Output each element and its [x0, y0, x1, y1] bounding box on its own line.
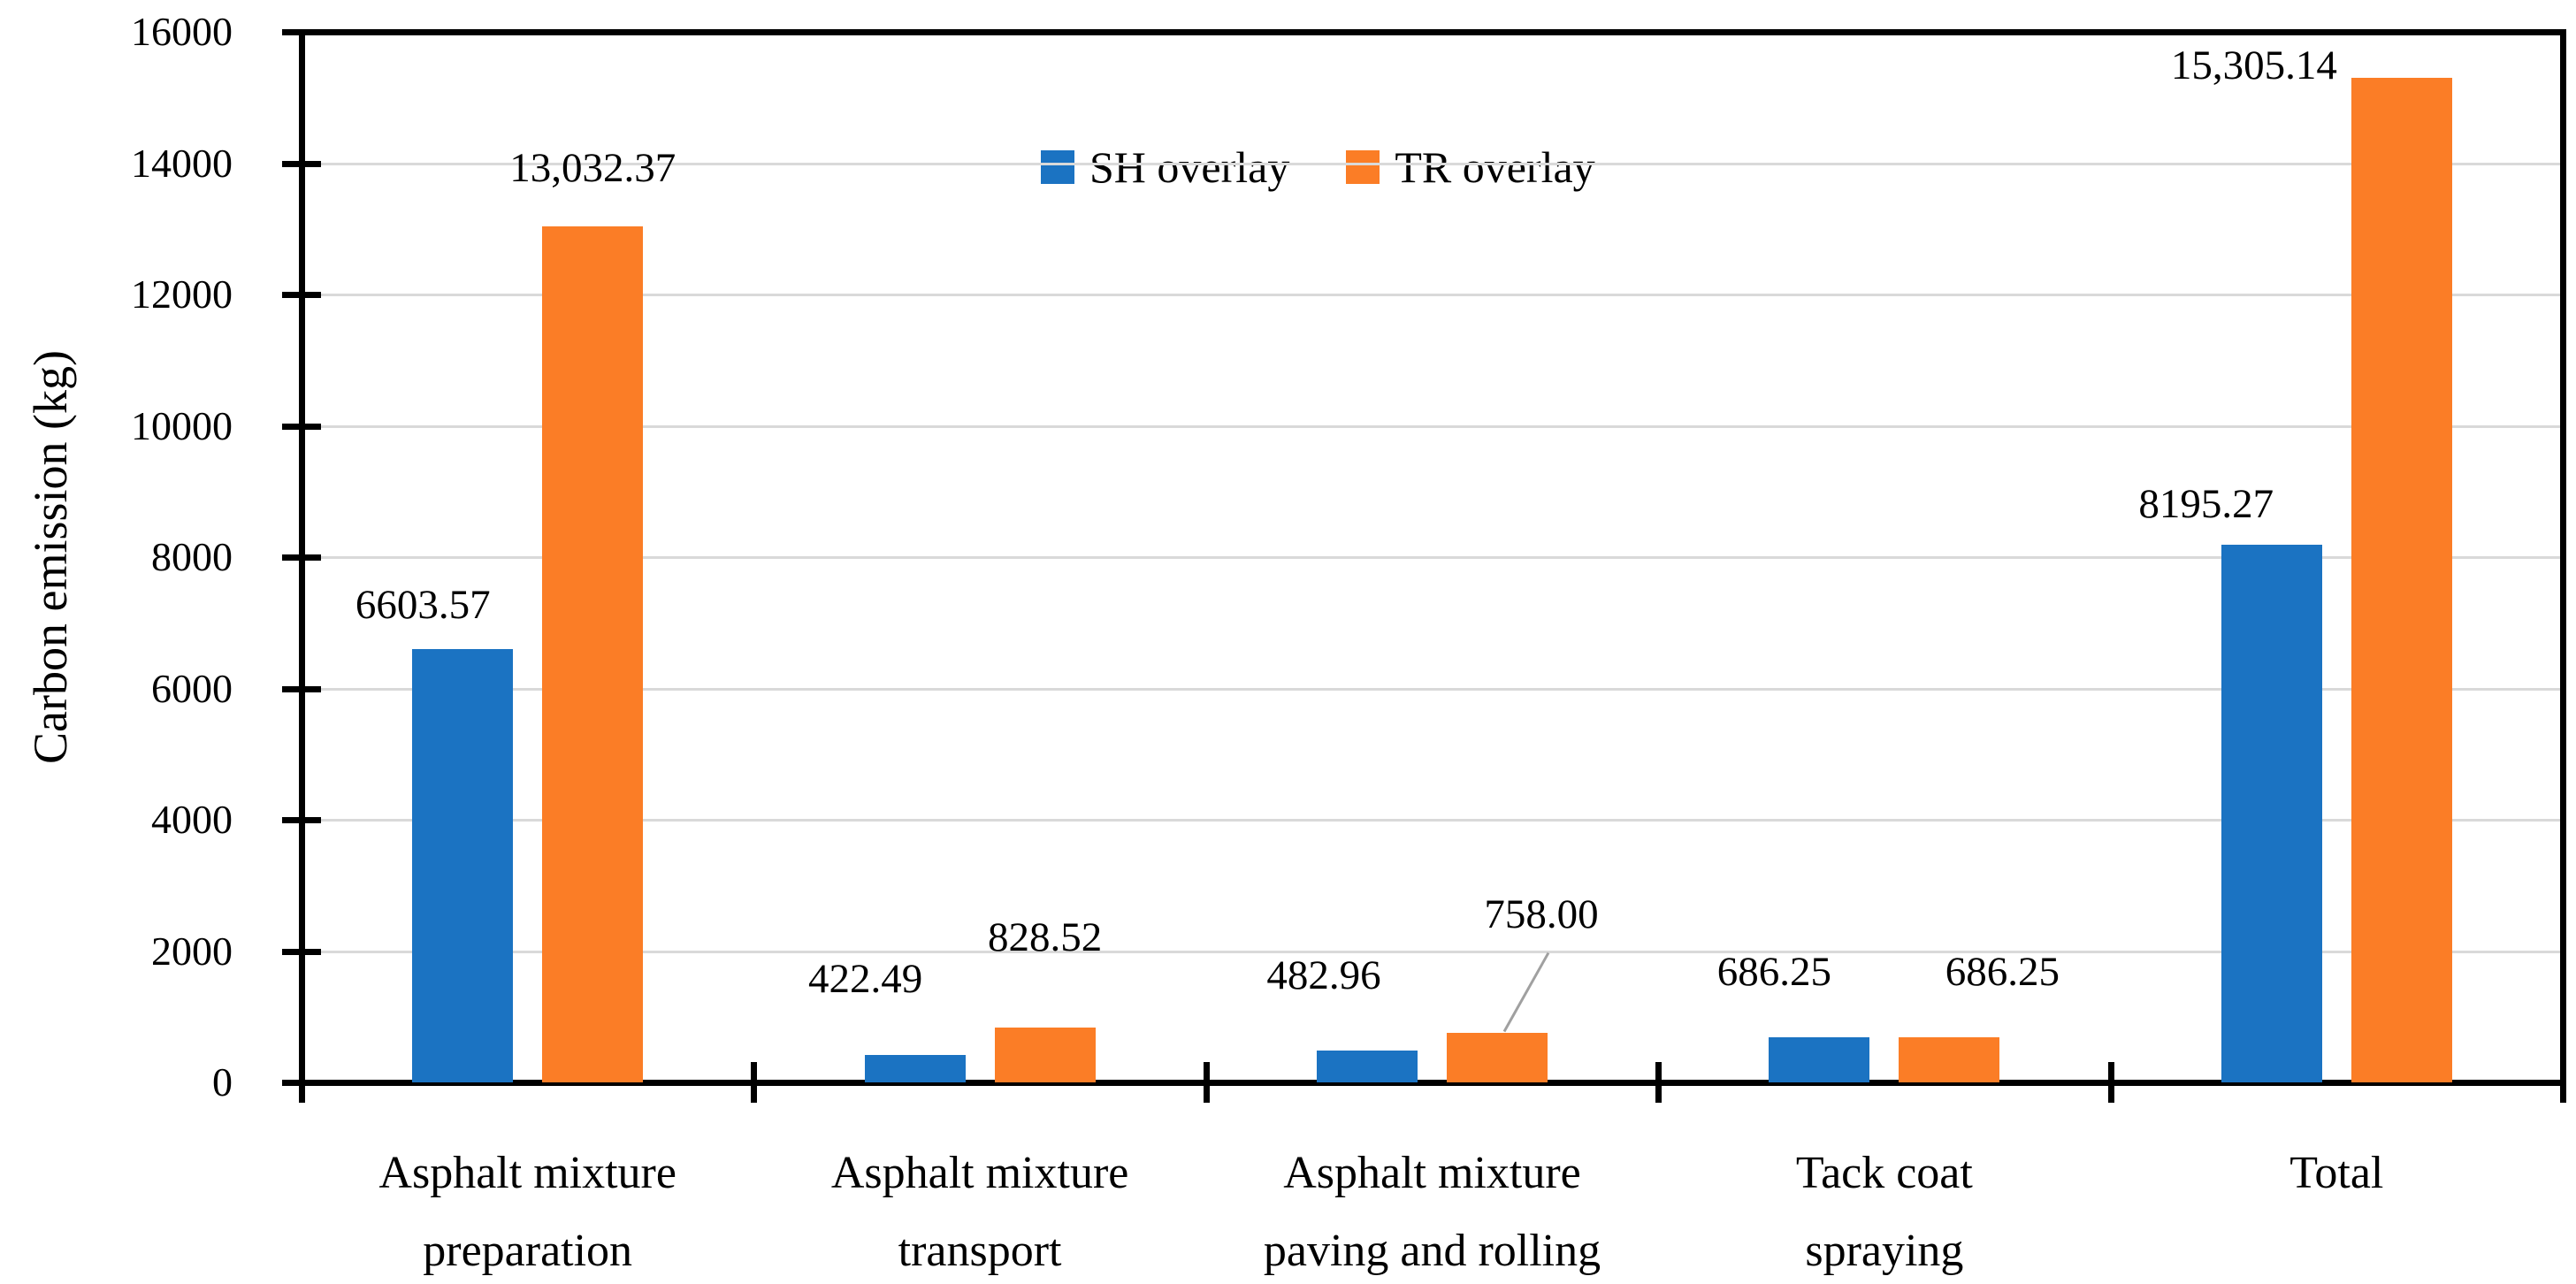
y-tick-label: 2000	[151, 928, 233, 974]
bar-sh-0	[412, 648, 514, 1082]
legend-label: TR overlay	[1395, 142, 1595, 192]
legend: SH overlay TR overlay	[1041, 142, 1595, 192]
y-tick-label: 0	[212, 1059, 233, 1104]
y-gridline	[305, 424, 2563, 428]
category-label-1: Asphalt mixture transport	[830, 1148, 1129, 1276]
y-gridline	[305, 294, 2563, 296]
category-label-2: Asphalt mixture paving and rolling	[1263, 1148, 1601, 1276]
y-tick-label: 16000	[131, 9, 233, 54]
category-label-3: Tack coat spraying	[1795, 1148, 1973, 1276]
bar-tr-4	[2351, 77, 2452, 1082]
category-label-0: Asphalt mixture preparation	[378, 1148, 676, 1276]
data-label-tr-2: 758.00	[1484, 890, 1599, 937]
y-tick-label: 14000	[131, 140, 233, 186]
plot-top-border	[299, 29, 2565, 35]
x-axis-line	[299, 1080, 2565, 1086]
y-gridline	[305, 819, 2563, 822]
data-label-tr-3: 686.25	[1945, 949, 2060, 996]
data-label-sh-3: 686.25	[1716, 949, 1832, 996]
data-label-sh-4: 8195.27	[2138, 480, 2274, 527]
plot-right-border	[2560, 29, 2566, 1085]
legend-item-tr-overlay: TR overlay	[1346, 142, 1595, 192]
data-label-tr-4: 15,305.14	[2170, 42, 2337, 88]
bar-sh-2	[1317, 1051, 1418, 1082]
data-label-sh-0: 6603.57	[355, 581, 491, 628]
y-gridline	[305, 162, 2563, 165]
data-label-tr-1: 828.52	[987, 914, 1103, 961]
bar-tr-0	[542, 226, 644, 1082]
legend-swatch-icon	[1346, 150, 1380, 184]
y-axis-line	[299, 29, 305, 1103]
bar-tr-1	[994, 1028, 1096, 1082]
y-gridline	[305, 687, 2563, 691]
bar-tr-2	[1447, 1032, 1548, 1082]
data-label-sh-1: 422.49	[807, 955, 923, 1002]
category-label-4: Total	[2289, 1148, 2384, 1198]
y-gridline	[305, 556, 2563, 559]
data-label-tr-0: 13,032.37	[509, 145, 676, 192]
y-tick-label: 8000	[151, 534, 233, 579]
y-tick-label: 4000	[151, 797, 233, 842]
data-label-leader-line	[1502, 952, 1550, 1032]
bar-sh-4	[2221, 544, 2322, 1082]
data-label-sh-2: 482.96	[1266, 952, 1381, 999]
legend-label: SH overlay	[1089, 142, 1290, 192]
bar-tr-3	[1899, 1037, 2000, 1082]
y-gridline	[305, 950, 2563, 953]
y-tick-label: 6000	[151, 665, 233, 711]
legend-swatch-icon	[1041, 150, 1074, 184]
y-tick-label: 12000	[131, 271, 233, 317]
y-tick-label: 10000	[131, 402, 233, 448]
legend-item-sh-overlay: SH overlay	[1041, 142, 1289, 192]
bar-sh-1	[864, 1054, 966, 1082]
bar-sh-3	[1769, 1037, 1870, 1082]
